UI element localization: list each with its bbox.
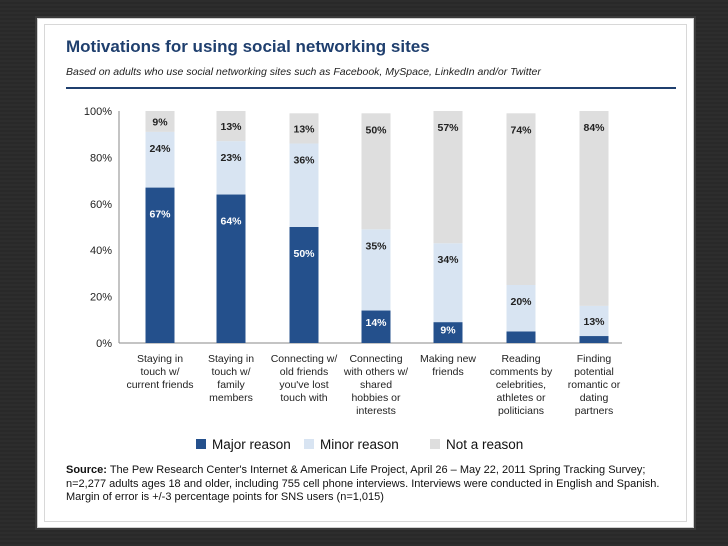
bar-major-2 [216, 194, 246, 343]
category-label: partners [575, 405, 614, 417]
data-label-minor: 13% [583, 316, 605, 328]
category-label: shared [360, 379, 392, 391]
chart-title: Motivations for using social networking … [66, 37, 430, 56]
legend-swatch-not [430, 439, 440, 449]
bar-minor-6 [506, 285, 536, 332]
category-label: politicians [498, 405, 544, 417]
data-label-not: 50% [365, 124, 387, 136]
source-text: The Pew Research Center's Internet & Ame… [66, 464, 660, 503]
source-label: Source: [66, 464, 107, 476]
bar-minor-1 [145, 131, 175, 188]
bar-minor-4 [361, 229, 391, 311]
category-label: family [217, 379, 245, 391]
category-label: you've lost [279, 379, 328, 391]
category-label: comments by [490, 366, 553, 378]
bar-not-6 [506, 113, 536, 285]
bar-not-1 [145, 111, 175, 132]
data-label-major: 50% [293, 248, 315, 260]
category-label: with others w/ [343, 366, 408, 378]
y-tick-label: 60% [90, 199, 112, 211]
data-label-minor: 34% [437, 254, 459, 266]
chart-subtitle: Based on adults who use social networkin… [66, 66, 541, 78]
legend-label-minor: Minor reason [320, 437, 399, 452]
legend-swatch-minor [304, 439, 314, 449]
data-label-not: 74% [510, 124, 532, 136]
y-tick-label: 100% [84, 106, 112, 118]
data-label-minor: 36% [293, 154, 315, 166]
y-tick-label: 0% [96, 338, 112, 350]
category-label: interests [356, 405, 396, 417]
data-label-not: 57% [437, 122, 459, 134]
category-label: Making new [420, 353, 476, 365]
category-label: old friends [280, 366, 328, 378]
y-tick-label: 20% [90, 292, 112, 304]
data-label-major: 14% [365, 317, 387, 329]
y-tick-label: 40% [90, 245, 112, 257]
legend-label-major: Major reason [212, 437, 291, 452]
legend-label-not: Not a reason [446, 437, 523, 452]
category-label: Reading [501, 353, 540, 365]
data-label-minor: 23% [220, 152, 242, 164]
data-label-major: 67% [149, 209, 171, 221]
y-tick-label: 80% [90, 152, 112, 164]
bar-not-2 [216, 111, 246, 142]
bar-major-6 [506, 331, 536, 343]
bar-minor-2 [216, 141, 246, 195]
category-label: Staying in [208, 353, 254, 365]
data-label-not: 84% [583, 122, 605, 134]
category-label: members [209, 392, 253, 404]
data-label-not: 13% [220, 121, 242, 133]
data-label-not: 13% [293, 123, 315, 135]
category-label: Connecting w/ [271, 353, 338, 365]
category-label: touch w/ [140, 366, 179, 378]
bar-not-4 [361, 113, 391, 230]
category-label: friends [432, 366, 464, 378]
bar-minor-5 [433, 243, 463, 323]
category-label: romantic or [568, 379, 621, 391]
source-note: Source: The Pew Research Center's Intern… [66, 464, 678, 505]
bar-minor-7 [579, 305, 609, 337]
category-label: celebrities, [496, 379, 546, 391]
bar-major-7 [579, 336, 609, 343]
category-label: hobbies or [351, 392, 401, 404]
data-label-major: 64% [220, 216, 242, 228]
data-label-minor: 20% [510, 296, 532, 308]
title-rule [66, 87, 676, 89]
category-label: dating [580, 392, 609, 404]
data-label-minor: 24% [149, 143, 171, 155]
category-label: touch w/ [211, 366, 250, 378]
bar-major-5 [433, 322, 463, 343]
category-label: Staying in [137, 353, 183, 365]
legend-swatch-major [196, 439, 206, 449]
data-label-not: 9% [152, 116, 168, 128]
data-label-major: 9% [440, 324, 456, 336]
bar-not-5 [433, 111, 463, 244]
bar-not-7 [579, 111, 609, 306]
bar-major-4 [361, 310, 391, 343]
category-label: touch with [280, 392, 327, 404]
category-label: potential [574, 366, 614, 378]
data-label-minor: 35% [365, 240, 387, 252]
category-label: Connecting [349, 353, 402, 365]
category-label: current friends [126, 379, 193, 391]
bar-not-3 [289, 113, 319, 144]
bar-major-3 [289, 227, 319, 343]
bar-major-1 [145, 187, 175, 343]
category-label: Finding [577, 353, 612, 365]
category-label: athletes or [496, 392, 546, 404]
bar-minor-3 [289, 143, 319, 227]
